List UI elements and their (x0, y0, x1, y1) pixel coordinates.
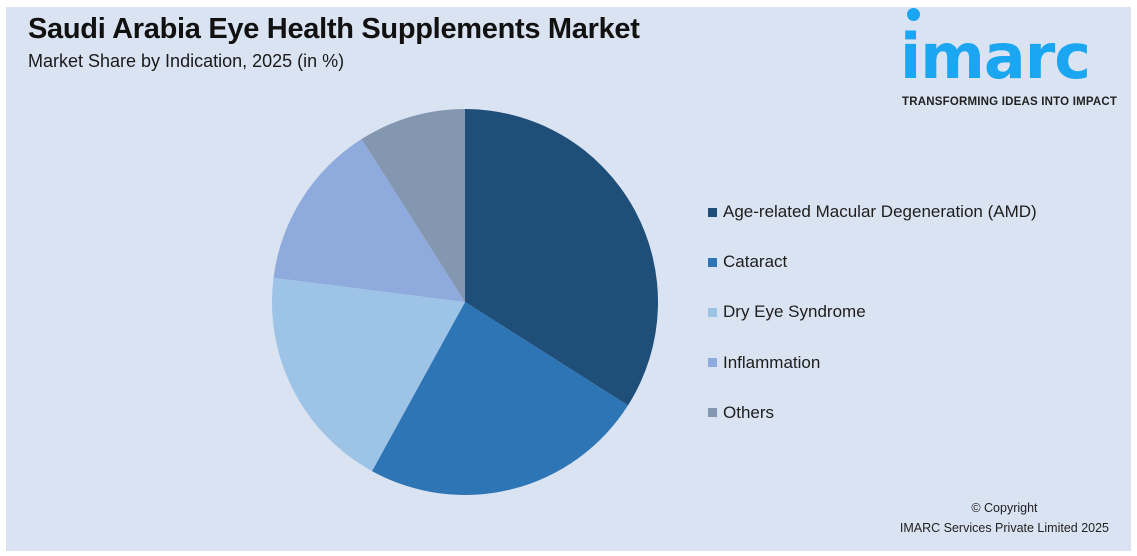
legend-item-cataract: Cataract (708, 237, 1037, 287)
legend-item-amd: Age-related Macular Degeneration (AMD) (708, 187, 1037, 237)
copyright-notice: © Copyright IMARC Services Private Limit… (900, 498, 1109, 538)
legend-swatch-icon (708, 257, 717, 267)
logo-tagline: TRANSFORMING IDEAS INTO IMPACT (902, 96, 1118, 108)
imarc-logo: imarc TRANSFORMING IDEAS INTO IMPACT (900, 8, 1120, 108)
logo-wordmark: imarc (900, 20, 1091, 93)
legend-swatch-icon (708, 207, 717, 217)
chart-subtitle: Market Share by Indication, 2025 (in %) (28, 51, 345, 71)
legend-label: Inflammation (723, 352, 821, 372)
legend-label: Dry Eye Syndrome (723, 302, 866, 322)
pie-slice-cataract (372, 302, 628, 495)
legend-item-inflammation: Inflammation (708, 338, 1037, 388)
legend-label: Cataract (723, 252, 788, 272)
chart-title: Saudi Arabia Eye Health Supplements Mark… (28, 13, 640, 45)
legend-swatch-icon (708, 408, 717, 418)
legend-swatch-icon (708, 358, 717, 368)
pie-slice-inflammation (273, 139, 465, 302)
pie-slice-age-related-macular-degeneration-amd (465, 109, 658, 406)
legend-label: Others (723, 402, 775, 422)
pie-chart (272, 109, 658, 495)
legend-item-dry-eye-syndrome: Dry Eye Syndrome (708, 287, 1037, 337)
logo-dot-icon (907, 8, 920, 21)
chart-legend: Age-related Macular Degeneration (AMD) C… (708, 187, 1037, 438)
legend-swatch-icon (708, 307, 717, 317)
legend-label: Age-related Macular Degeneration (AMD) (723, 202, 1037, 222)
copyright-line-1: © Copyright (971, 501, 1038, 515)
pie-slice-dry-eye-syndrome (272, 277, 465, 472)
legend-item-others: Others (708, 388, 1037, 438)
pie-slice-others (361, 109, 465, 302)
copyright-line-2: IMARC Services Private Limited 2025 (899, 521, 1109, 535)
